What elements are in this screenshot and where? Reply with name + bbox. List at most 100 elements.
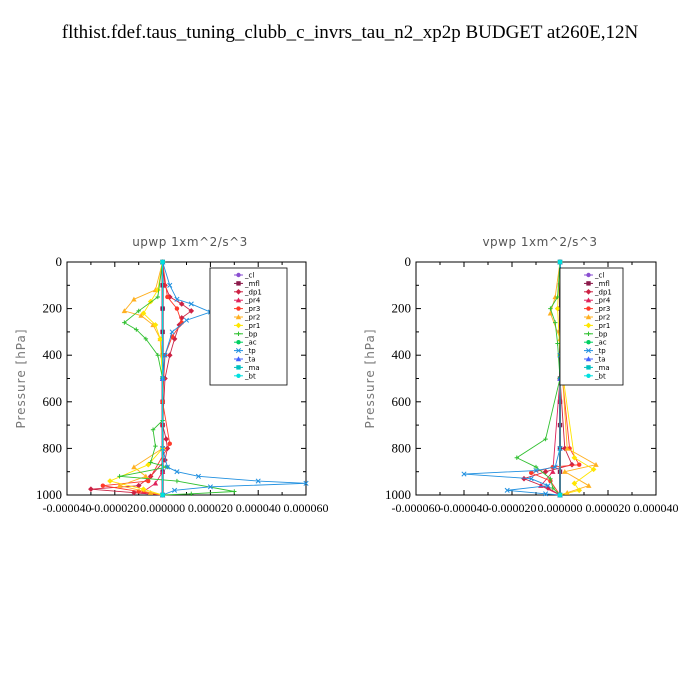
x-tick-label: 0.000040 — [634, 501, 679, 515]
upwp-panel: upwp 1xm^2/s^3 Pressure [hPa] 0 200 400 600 80… — [14, 235, 329, 515]
data-point — [165, 294, 170, 300]
data-point — [117, 474, 122, 479]
legend-label: _bp — [594, 330, 608, 338]
data-point — [131, 489, 137, 496]
data-point — [174, 306, 180, 311]
data-point — [135, 482, 142, 489]
data-point — [131, 296, 137, 302]
data-point — [171, 487, 178, 493]
data-point — [545, 485, 551, 491]
data-point — [155, 294, 161, 300]
data-point — [461, 471, 467, 477]
data-point — [140, 486, 147, 492]
data-point — [548, 476, 553, 481]
data-point — [100, 483, 106, 488]
data-point — [571, 480, 578, 487]
data-point — [548, 306, 553, 311]
data-point — [152, 480, 159, 486]
data-point — [174, 478, 180, 484]
data-point — [533, 467, 539, 474]
data-point — [174, 296, 180, 302]
legend-label: _tp — [244, 347, 256, 355]
legend-label: _pr4 — [594, 297, 611, 305]
y-tick-label: 0 — [405, 254, 412, 269]
legend-swatch-marker — [586, 340, 591, 345]
data-point — [557, 259, 563, 265]
data-point — [555, 341, 560, 346]
data-point — [88, 486, 94, 492]
y-axis-label: Pressure [hPa] — [14, 328, 28, 428]
legend-label: _mfl — [594, 280, 610, 288]
legend-swatch-marker — [586, 331, 591, 336]
data-point — [521, 475, 527, 482]
data-point — [564, 445, 570, 451]
legend-box — [559, 267, 624, 386]
data-point — [164, 464, 170, 470]
data-point — [189, 491, 194, 497]
legend-label: _pr4 — [244, 297, 261, 305]
y-tick-label: 600 — [392, 394, 412, 409]
legend-swatch-marker — [586, 373, 591, 378]
data-point — [176, 322, 183, 328]
x-tick-label: -0.000020 — [488, 501, 537, 515]
legend-label: _ta — [244, 356, 256, 364]
legend-swatch-marker — [585, 297, 592, 303]
data-point — [160, 259, 165, 265]
data-point — [134, 327, 139, 332]
data-point — [547, 310, 554, 316]
data-point — [167, 282, 173, 288]
data-point — [571, 454, 578, 461]
data-point — [145, 461, 152, 468]
data-point — [533, 464, 539, 470]
data-point — [121, 308, 128, 314]
data-point — [140, 310, 147, 317]
data-point — [169, 329, 175, 335]
data-point — [143, 336, 149, 342]
data-point — [162, 282, 168, 289]
y-tick-label: 1000 — [36, 487, 62, 502]
x-tick-label: -0.000060 — [392, 501, 441, 515]
data-point — [590, 466, 597, 473]
data-point — [577, 462, 582, 467]
legend-swatch-marker — [586, 272, 591, 278]
y-tick-label: 0 — [56, 254, 63, 269]
legend-swatch-marker — [235, 297, 242, 303]
legend-label: _ac — [244, 339, 257, 347]
legend-label: _pr1 — [244, 322, 260, 330]
legend: _cl_mfl_dp1_pr4_pr3_pr2_pr1_bp_ac_tp_ta_… — [209, 267, 288, 386]
data-point — [162, 352, 168, 358]
legend-label: _ac — [594, 339, 607, 347]
vpwp-panel: vpwp 1xm^2/s^3 Pressure [hPa] 0 200 400 600 80… — [363, 235, 679, 515]
legend-label: _mfl — [244, 280, 260, 288]
data-point — [146, 478, 151, 484]
legend-label: _ma — [244, 364, 260, 372]
legend-swatch-marker — [236, 365, 241, 370]
legend-label: _pr3 — [594, 305, 610, 313]
data-point — [255, 478, 261, 484]
data-point — [554, 305, 561, 312]
legend-swatch-marker — [236, 373, 241, 378]
legend-label: _ma — [594, 364, 610, 372]
data-point — [562, 469, 568, 474]
data-point — [152, 322, 159, 328]
data-point — [147, 298, 154, 305]
x-tick-label: -0.000020 — [90, 501, 139, 515]
y-tick-label: 800 — [43, 440, 63, 455]
legend-label: _dp1 — [244, 288, 262, 296]
series-line — [108, 261, 164, 496]
data-point — [143, 473, 149, 479]
data-point — [303, 480, 309, 486]
legend-box — [209, 267, 288, 386]
y-tick-label: 600 — [43, 394, 63, 409]
legend-swatch-marker — [236, 340, 241, 345]
data-point — [188, 301, 194, 307]
data-point — [504, 487, 510, 493]
data-point — [183, 317, 190, 323]
panel-title: upwp 1xm^2/s^3 — [132, 235, 248, 249]
page-title: flthist.fdef.taus_tuning_clubb_c_invrs_t… — [61, 22, 639, 43]
legend-swatch-marker — [585, 314, 592, 320]
legend-swatch-marker — [585, 348, 592, 354]
legend-swatch-marker — [235, 356, 242, 362]
legend-swatch-marker — [235, 348, 242, 354]
data-point — [160, 492, 165, 498]
